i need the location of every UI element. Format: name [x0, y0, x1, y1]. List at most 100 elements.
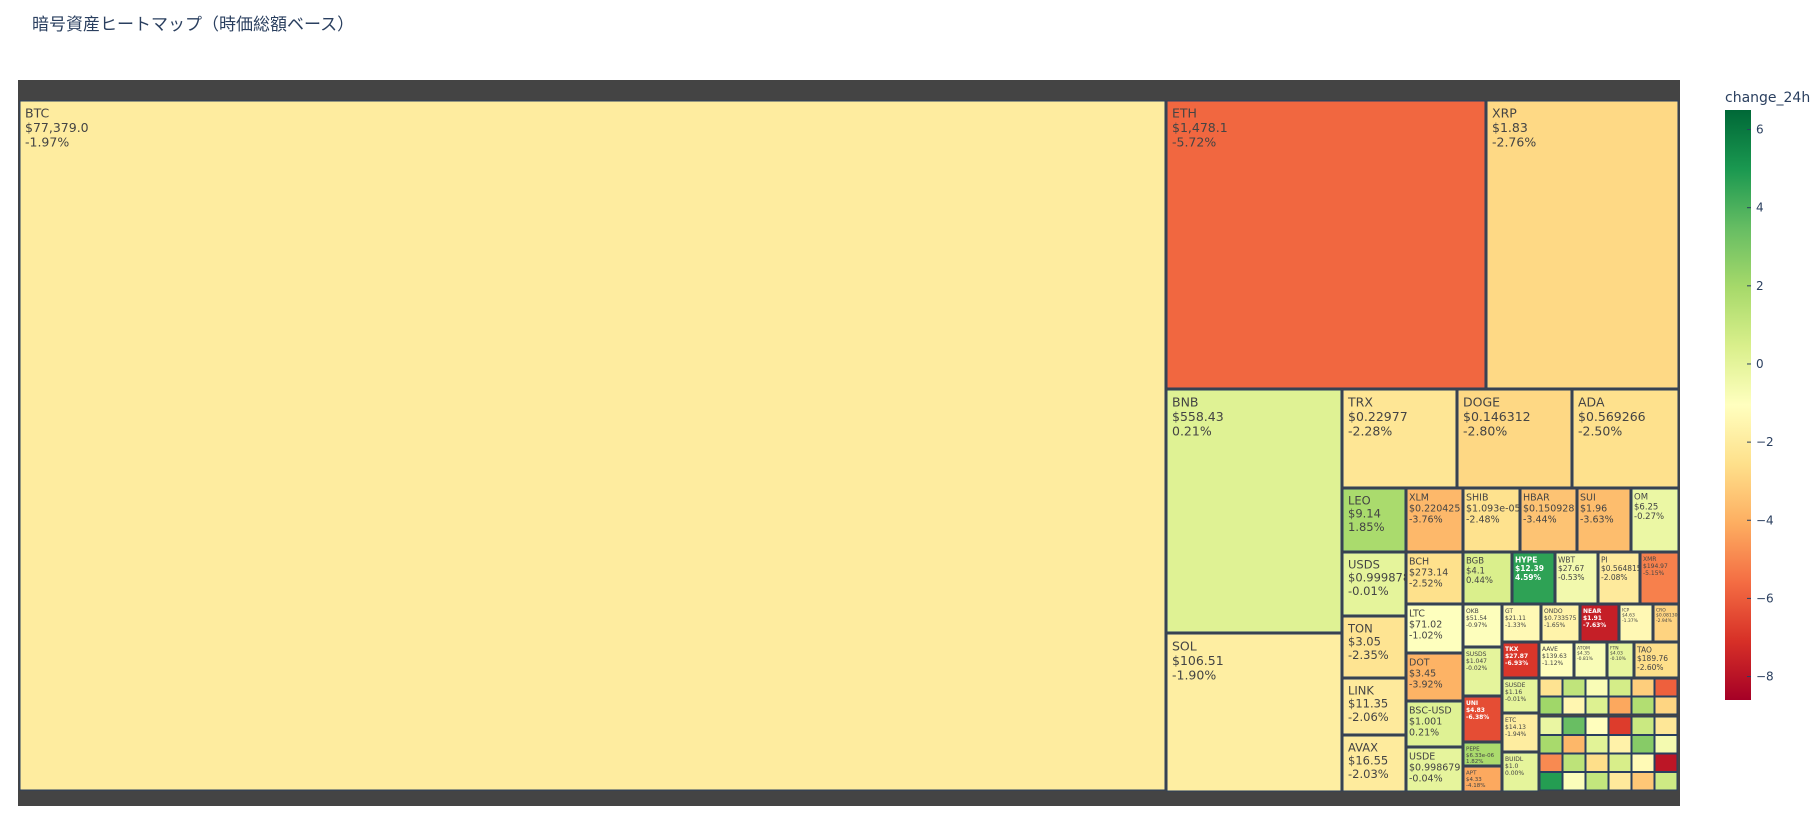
treemap-tile-ada[interactable]: ADA$0.569266-2.50%	[1572, 389, 1679, 488]
tile-change-wbt: -0.53%	[1558, 573, 1585, 582]
treemap-tile-usde[interactable]: USDE$0.998679-0.04%	[1406, 747, 1463, 792]
treemap-tile-wbt[interactable]: WBT$27.67-0.53%	[1555, 552, 1598, 604]
treemap-tile-small-31[interactable]	[1562, 772, 1586, 791]
tile-change-buidl: 0.00%	[1505, 770, 1524, 777]
treemap-tile-okb[interactable]: OKB$51.54-0.97%	[1463, 604, 1502, 647]
treemap-tile-small-6[interactable]	[1539, 696, 1563, 715]
treemap-tile-xlm[interactable]: XLM$0.220425-3.76%	[1406, 488, 1463, 552]
tile-price-apt: $4.33	[1466, 777, 1482, 783]
treemap-tile-small-30[interactable]	[1539, 772, 1563, 791]
treemap-tile-small-18[interactable]	[1539, 735, 1563, 754]
treemap-tile-small-12[interactable]	[1539, 716, 1563, 735]
treemap-tile-small-7[interactable]	[1562, 696, 1586, 715]
treemap-tile-icp[interactable]: ICP$4.63-1.37%	[1619, 604, 1653, 642]
treemap-tile-bch[interactable]: BCH$273.14-2.52%	[1406, 552, 1463, 604]
treemap-tile-small-20[interactable]	[1585, 735, 1609, 754]
treemap-tile-btc[interactable]: BTC$77,379.0-1.97%	[19, 100, 1166, 791]
treemap-tile-small-33[interactable]	[1608, 772, 1632, 791]
treemap-tile-small-9[interactable]	[1608, 696, 1632, 715]
treemap-tile-small-10[interactable]	[1631, 696, 1655, 715]
treemap-tile-trx[interactable]: TRX$0.22977-2.28%	[1342, 389, 1457, 488]
treemap-tile-small-11[interactable]	[1654, 696, 1678, 715]
tile-change-hbar: -3.44%	[1523, 514, 1557, 525]
treemap-tile-small-32[interactable]	[1585, 772, 1609, 791]
treemap[interactable]: BTC $77,379.0 -1.97% ETH $1,478.1 -5.72% XRP $1…	[18, 80, 1680, 806]
treemap-svg[interactable]: BTC$77,379.0-1.97%ETH$1,478.1-5.72%XRP$1…	[18, 80, 1680, 806]
treemap-tile-susde[interactable]: SUSDE$1.16-0.01%	[1502, 678, 1539, 713]
treemap-tile-small-5[interactable]	[1654, 678, 1678, 697]
treemap-tile-om[interactable]: OM$6.25-0.27%	[1631, 488, 1679, 552]
treemap-tile-bgb[interactable]: BGB$4.10.44%	[1463, 552, 1512, 604]
tile-symbol-xrp: XRP	[1492, 106, 1517, 121]
tile-price-tkx: $27.87	[1505, 653, 1528, 660]
treemap-tile-small-16[interactable]	[1631, 716, 1655, 735]
treemap-tile-gt[interactable]: GT$21.11-1.33%	[1502, 604, 1541, 642]
treemap-tile-susds[interactable]: SUSDS$1.047-0.02%	[1463, 647, 1502, 696]
treemap-tile-etc[interactable]: ETC$14.13-1.94%	[1502, 713, 1539, 752]
tile-price-pi: $0.564815	[1601, 564, 1642, 573]
tile-change-eth: -5.72%	[1172, 134, 1216, 149]
treemap-tile-small-25[interactable]	[1562, 753, 1586, 772]
treemap-tile-usds[interactable]: USDS$0.999878-0.01%	[1342, 552, 1410, 616]
treemap-tile-tkx[interactable]: TKX$27.87-6.93%	[1502, 642, 1539, 678]
tile-change-susde: -0.01%	[1505, 696, 1527, 703]
treemap-tile-small-19[interactable]	[1562, 735, 1586, 754]
treemap-tile-eth[interactable]: ETH$1,478.1-5.72%	[1166, 100, 1486, 389]
treemap-tile-small-23[interactable]	[1654, 735, 1678, 754]
treemap-tile-small-0[interactable]	[1539, 678, 1563, 697]
treemap-tile-ftn[interactable]: FTN$4.03-0.10%	[1607, 642, 1634, 678]
treemap-tile-aave[interactable]: AAVE$139.63-1.12%	[1539, 642, 1574, 678]
treemap-tile-sol[interactable]: SOL$106.51-1.90%	[1166, 633, 1342, 792]
treemap-tile-hbar[interactable]: HBAR$0.150928-3.44%	[1520, 488, 1577, 552]
treemap-tile-apt[interactable]: APT$4.33-4.18%	[1463, 766, 1502, 792]
treemap-tile-small-13[interactable]	[1562, 716, 1586, 735]
treemap-tile-leo[interactable]: LEO$9.141.85%	[1342, 488, 1406, 552]
treemap-tile-ltc[interactable]: LTC$71.02-1.02%	[1406, 604, 1463, 653]
tile-symbol-eth: ETH	[1172, 106, 1197, 121]
treemap-tile-ton[interactable]: TON$3.05-2.35%	[1342, 616, 1406, 678]
treemap-tile-doge[interactable]: DOGE$0.146312-2.80%	[1457, 389, 1572, 488]
treemap-tile-small-34[interactable]	[1631, 772, 1655, 791]
treemap-tile-small-27[interactable]	[1608, 753, 1632, 772]
treemap-tile-pi[interactable]: PI$0.564815-2.08%	[1598, 552, 1642, 604]
treemap-tile-hype[interactable]: HYPE$12.394.59%	[1512, 552, 1555, 604]
treemap-tile-small-8[interactable]	[1585, 696, 1609, 715]
treemap-tile-small-3[interactable]	[1608, 678, 1632, 697]
treemap-tile-small-22[interactable]	[1631, 735, 1655, 754]
treemap-tile-small-29[interactable]	[1654, 753, 1678, 772]
treemap-tile-shib[interactable]: SHIB$1.093e-05-2.48%	[1463, 488, 1521, 552]
treemap-tile-small-15[interactable]	[1608, 716, 1632, 735]
tile-symbol-ton: TON	[1347, 622, 1373, 636]
tile-symbol-tkx: TKX	[1505, 646, 1519, 653]
treemap-tile-small-26[interactable]	[1585, 753, 1609, 772]
treemap-tile-bnb[interactable]: BNB$558.430.21%	[1166, 389, 1342, 633]
treemap-tile-small-2[interactable]	[1585, 678, 1609, 697]
treemap-tile-xmr[interactable]: XMR$194.97-5.15%	[1640, 552, 1679, 604]
tile-symbol-ondo: ONDO	[1544, 608, 1563, 615]
treemap-tile-link[interactable]: LINK$11.35-2.06%	[1342, 678, 1406, 735]
treemap-tile-small-21[interactable]	[1608, 735, 1632, 754]
treemap-tile-small-4[interactable]	[1631, 678, 1655, 697]
treemap-tile-sui[interactable]: SUI$1.96-3.63%	[1577, 488, 1631, 552]
treemap-tile-small-35[interactable]	[1654, 772, 1678, 791]
treemap-tile-uni[interactable]: UNI$4.83-6.38%	[1463, 696, 1502, 742]
treemap-tile-near[interactable]: NEAR$1.91-7.63%	[1580, 604, 1619, 642]
treemap-tile-small-17[interactable]	[1654, 716, 1678, 735]
treemap-tile-small-24[interactable]	[1539, 753, 1563, 772]
treemap-tile-xrp[interactable]: XRP$1.83-2.76%	[1486, 100, 1679, 389]
tile-symbol-xlm: XLM	[1409, 493, 1429, 504]
treemap-tile-ondo[interactable]: ONDO$0.733575-1.65%	[1541, 604, 1580, 642]
treemap-tile-small-1[interactable]	[1562, 678, 1586, 697]
treemap-tile-atom[interactable]: ATOM$4.35-0.81%	[1574, 642, 1607, 678]
treemap-tile-cro[interactable]: CRO$0.081303-2.94%	[1653, 604, 1680, 642]
treemap-tile-small-28[interactable]	[1631, 753, 1655, 772]
treemap-tile-small-14[interactable]	[1585, 716, 1609, 735]
treemap-tile-avax[interactable]: AVAX$16.55-2.03%	[1342, 735, 1406, 792]
tile-change-dot: -3.92%	[1409, 679, 1443, 690]
treemap-tile-tao[interactable]: TAO$189.76-2.60%	[1634, 642, 1679, 678]
treemap-tile-dot[interactable]: DOT$3.45-3.92%	[1406, 653, 1463, 701]
treemap-tile-pepe[interactable]: PEPE$6.33e-061.82%	[1463, 742, 1502, 766]
tile-price-aave: $139.63	[1542, 653, 1567, 660]
treemap-tile-buidl[interactable]: BUIDL$1.00.00%	[1502, 752, 1539, 792]
